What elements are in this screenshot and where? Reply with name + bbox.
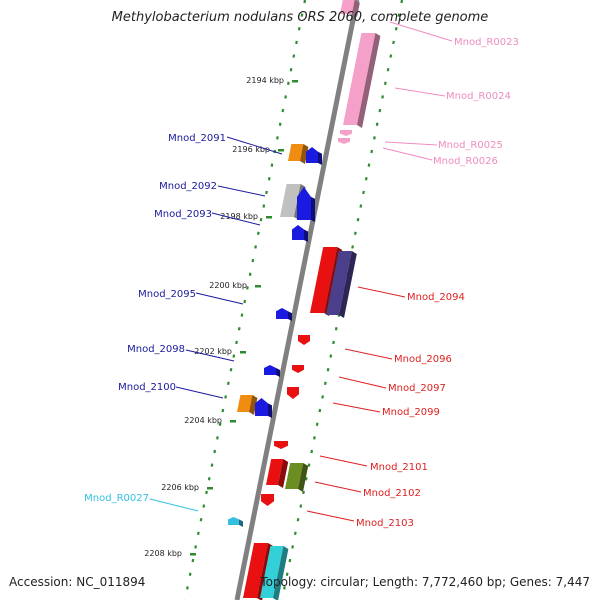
gene-label: Mnod_R0025 <box>438 140 503 151</box>
gene-label-leader <box>384 141 438 146</box>
genome-backbone <box>234 0 360 600</box>
kbp-tick-mark <box>266 216 272 219</box>
gene-label-leader <box>357 286 406 298</box>
gene-label: Mnod_2101 <box>370 462 428 473</box>
gene-label: Mnod_2093 <box>154 209 212 220</box>
map-title: Methylobacterium nodulans ORS 2060, comp… <box>111 10 489 25</box>
gene-label-leader <box>314 481 362 493</box>
gene-mnod-2091 <box>288 144 309 164</box>
gene-bottom-cyan <box>260 546 289 600</box>
gene-mnod-r0024 <box>343 33 381 128</box>
gene-label: Mnod_2102 <box>363 488 421 499</box>
gene-label-leader <box>226 136 283 155</box>
gene-mnod-2101 <box>274 441 288 449</box>
inner-tick-track <box>183 0 307 600</box>
kbp-tick-mark <box>207 487 213 490</box>
gene-label: Mnod_R0024 <box>446 91 511 102</box>
gene-label-leader <box>211 212 261 226</box>
gene-mnod-2100-partner <box>255 398 272 418</box>
kbp-tick-mark <box>240 351 246 354</box>
gene-label: Mnod_2096 <box>394 354 452 365</box>
kbp-tick-label: 2204 kbp <box>184 416 222 425</box>
kbp-tick-mark <box>230 420 236 423</box>
gene-label: Mnod_R0027 <box>84 493 149 504</box>
gene-label: Mnod_2099 <box>382 407 440 418</box>
kbp-tick-mark <box>190 553 196 556</box>
gene-label-leader <box>195 292 244 305</box>
gene-label-leader <box>382 147 433 161</box>
gene-mnod-2097 <box>292 365 304 373</box>
gene-mnod-2102 <box>285 463 309 492</box>
gene-label-leader <box>185 349 235 362</box>
kbp-tick-mark <box>292 80 298 83</box>
gene-label: Mnod_2098 <box>127 344 185 355</box>
gene-mnod-2096 <box>298 335 310 345</box>
kbp-tick-label: 2202 kbp <box>194 347 232 356</box>
gene-mnod-2100 <box>237 395 258 415</box>
gene-label-leader <box>319 455 368 467</box>
gene-mnod-2094-partner <box>326 251 357 318</box>
gene-label: Mnod_2095 <box>138 289 196 300</box>
gene-mnod-r0025 <box>340 130 352 136</box>
gene-label: Mnod_R0026 <box>433 156 498 167</box>
gene-mnod-2092-partner <box>297 187 315 222</box>
gene-mnod-2099 <box>287 387 299 399</box>
kbp-tick-mark <box>255 285 261 288</box>
gene-label: Mnod_R0023 <box>454 37 519 48</box>
gene-label: Mnod_2094 <box>407 292 465 303</box>
gene-mnod-r0023 <box>340 0 360 17</box>
gene-label-leader <box>332 402 381 413</box>
gene-mnod-2095 <box>276 308 292 321</box>
genome-summary-label: Topology: circular; Length: 7,772,460 bp… <box>260 575 590 589</box>
gene-mnod-2098 <box>264 365 280 377</box>
gene-mnod-2093 <box>292 225 308 242</box>
kbp-tick-label: 2196 kbp <box>232 145 270 154</box>
kbp-tick-label: 2208 kbp <box>144 549 182 558</box>
gene-label: Mnod_2100 <box>118 382 176 393</box>
gene-label-leader <box>394 87 446 97</box>
gene-label: Mnod_2103 <box>356 518 414 529</box>
gene-mnod-r0026 <box>338 138 350 144</box>
gene-label-leader <box>306 510 355 522</box>
accession-label: Accession: NC_011894 <box>9 575 146 589</box>
gene-label-leader <box>338 376 387 389</box>
gene-label: Mnod_2097 <box>388 383 446 394</box>
gene-label-leader <box>389 21 453 42</box>
kbp-tick-label: 2200 kbp <box>209 281 247 290</box>
gene-label-leader <box>217 185 266 197</box>
gene-mnod-2103 <box>261 494 274 506</box>
kbp-tick-label: 2198 kbp <box>220 212 258 221</box>
gene-label: Mnod_2091 <box>168 133 226 144</box>
gene-label-leader <box>149 498 199 512</box>
gene-mnod-2091-partner <box>306 147 322 165</box>
gene-label-leader <box>175 386 224 399</box>
gene-mnod-2101-body <box>266 459 289 488</box>
gene-mnod-r0027 <box>228 517 243 527</box>
gene-label: Mnod_2092 <box>159 181 217 192</box>
kbp-tick-label: 2194 kbp <box>246 76 284 85</box>
kbp-tick-mark <box>278 149 284 152</box>
gene-label-leader <box>344 348 393 360</box>
kbp-tick-label: 2206 kbp <box>161 483 199 492</box>
